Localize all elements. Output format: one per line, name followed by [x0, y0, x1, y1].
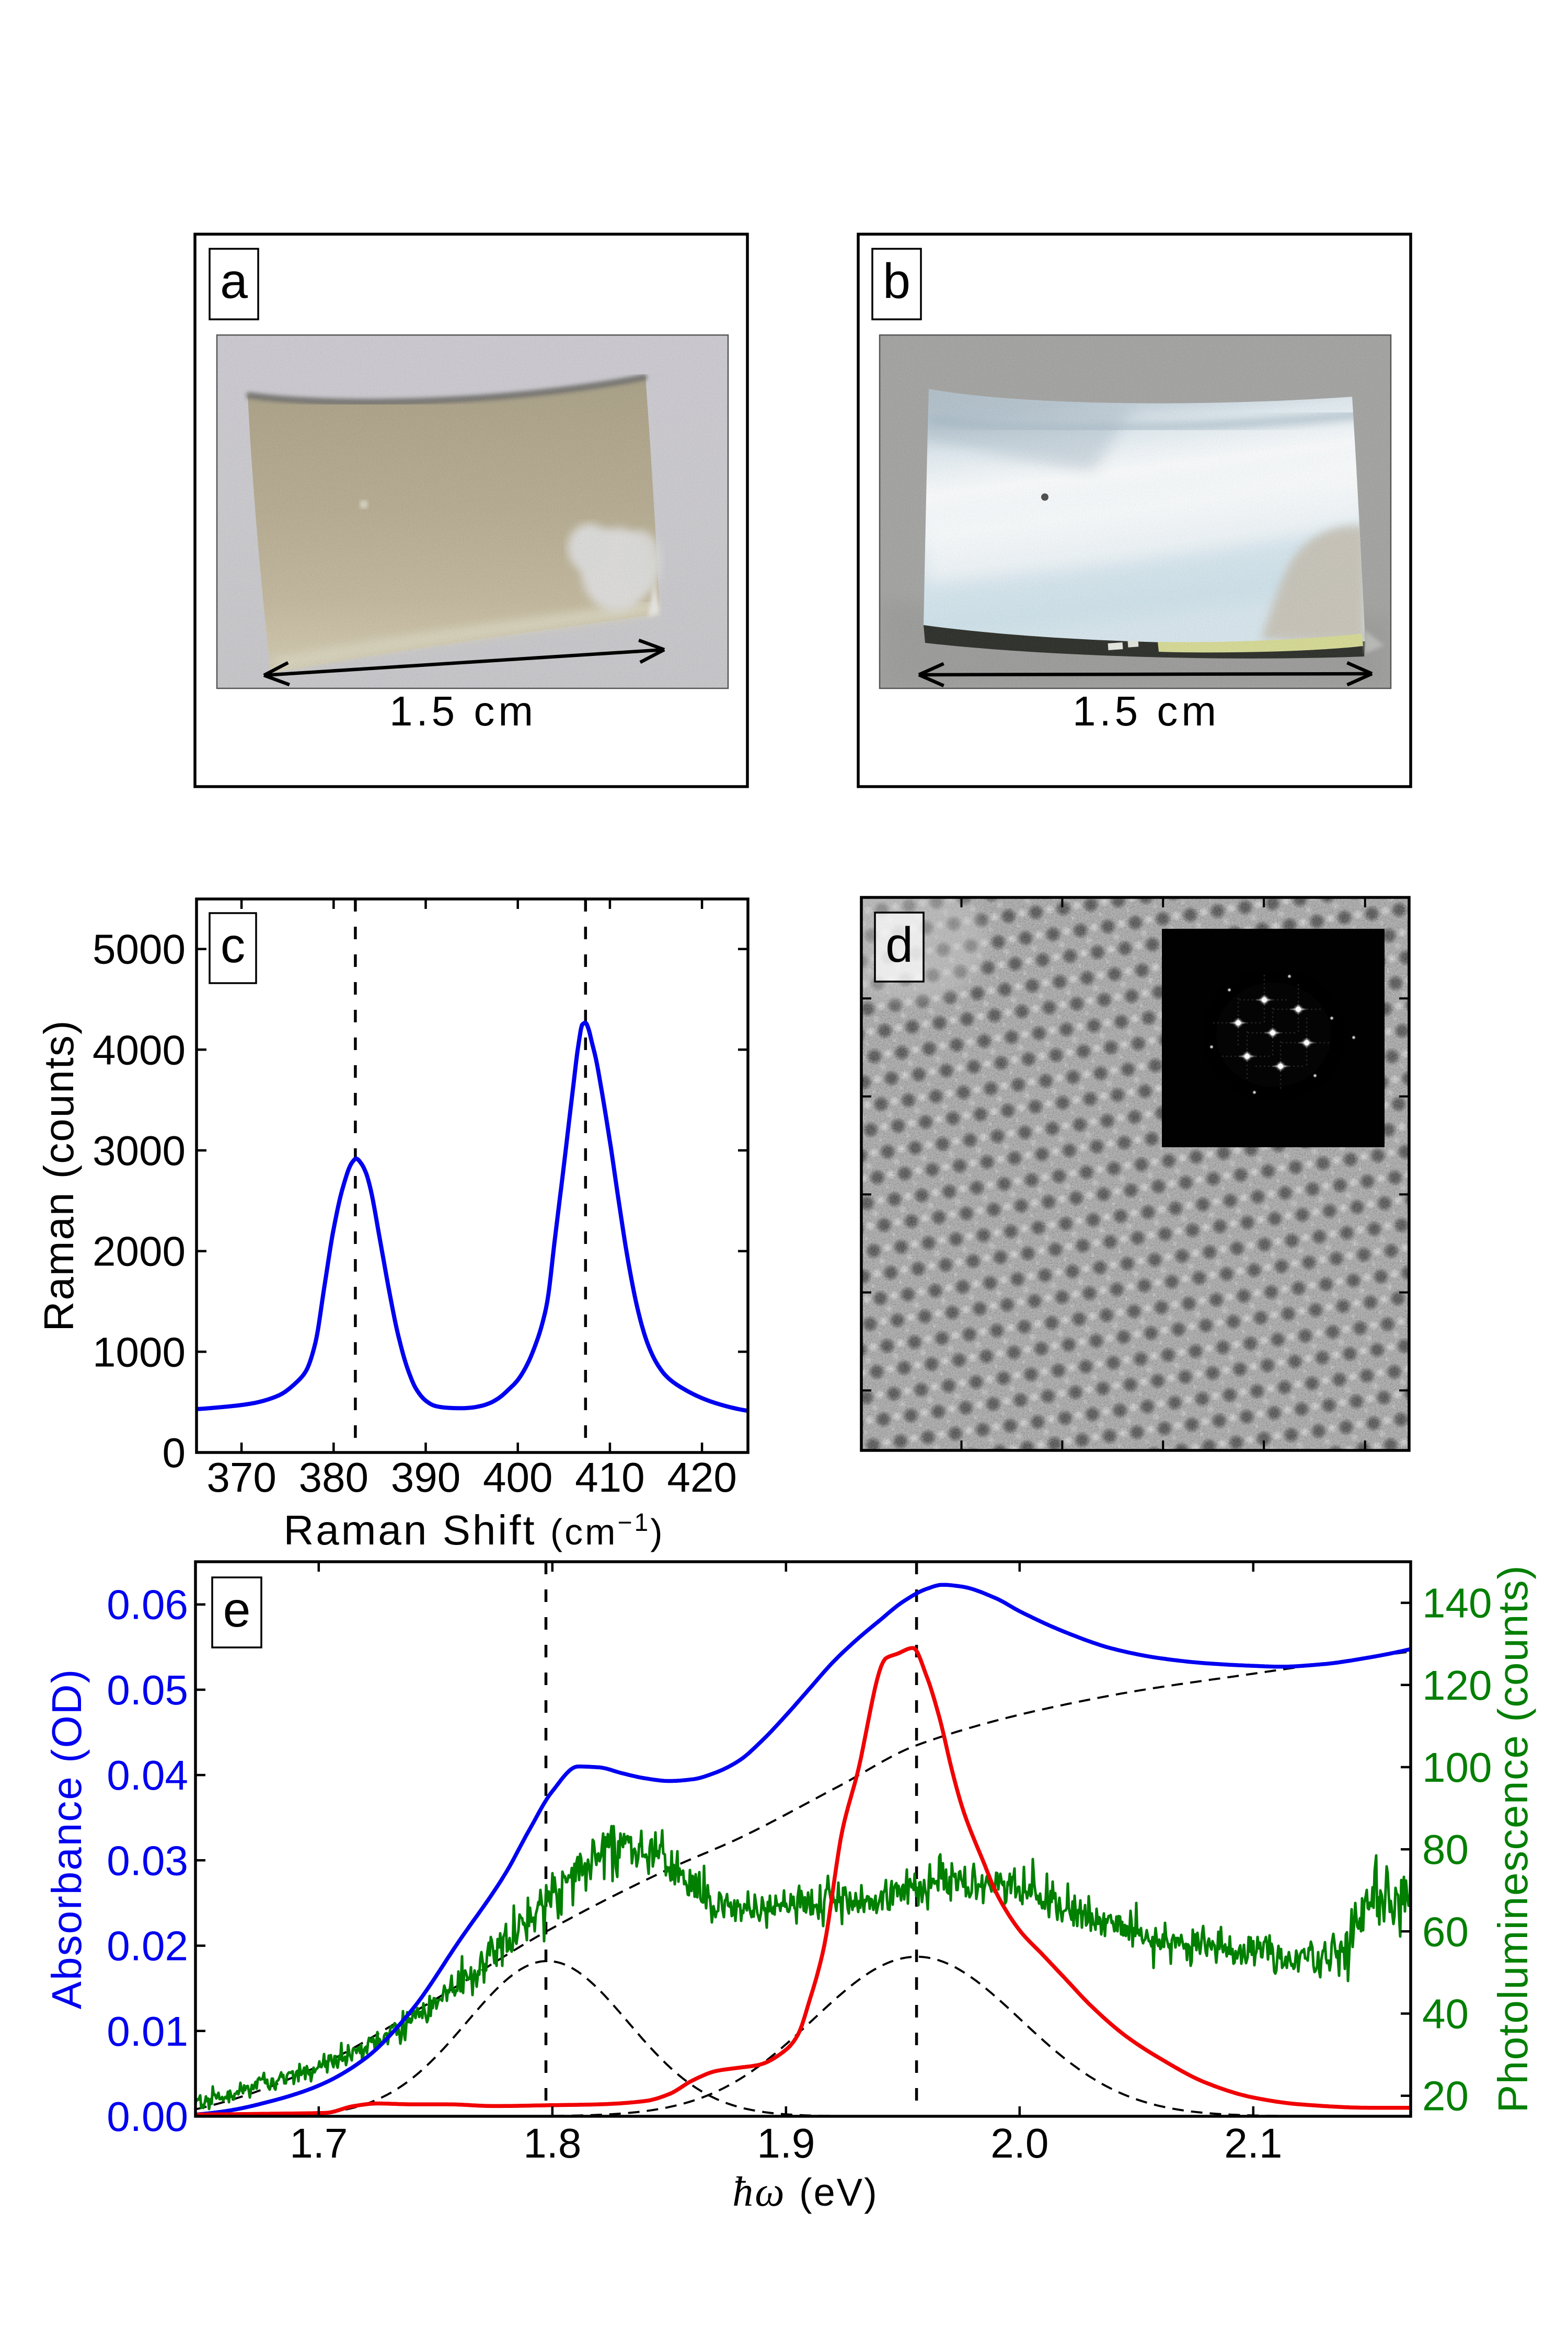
svg-text:0.01: 0.01	[107, 2008, 188, 2055]
svg-text:380: 380	[299, 1454, 368, 1501]
svg-text:0: 0	[163, 1429, 186, 1476]
svg-text:b: b	[883, 253, 910, 309]
svg-text:Raman Shift (cm−1): Raman Shift (cm−1)	[283, 1507, 664, 1553]
svg-text:0.02: 0.02	[107, 1923, 188, 1969]
svg-text:1.7: 1.7	[290, 2120, 348, 2166]
svg-text:0.05: 0.05	[107, 1667, 188, 1713]
svg-text:Absorbance (OD): Absorbance (OD)	[43, 1668, 90, 2009]
svg-text:410: 410	[575, 1454, 644, 1501]
svg-text:420: 420	[667, 1454, 736, 1501]
svg-text:0.06: 0.06	[107, 1582, 188, 1628]
svg-text:3000: 3000	[93, 1127, 186, 1174]
svg-text:400: 400	[483, 1454, 552, 1501]
svg-text:1.5 cm: 1.5 cm	[389, 688, 537, 734]
svg-text:140: 140	[1422, 1580, 1492, 1627]
svg-text:Raman (counts): Raman (counts)	[36, 1019, 82, 1331]
svg-text:2.0: 2.0	[990, 2120, 1048, 2166]
svg-text:5000: 5000	[93, 926, 186, 973]
svg-text:e: e	[223, 1582, 251, 1638]
svg-text:370: 370	[206, 1454, 276, 1501]
svg-text:20: 20	[1422, 2073, 1469, 2119]
svg-text:0.03: 0.03	[107, 1837, 188, 1884]
svg-text:c: c	[221, 918, 246, 973]
svg-text:2000: 2000	[93, 1228, 186, 1275]
svg-text:1.8: 1.8	[523, 2120, 581, 2166]
svg-text:100: 100	[1422, 1744, 1492, 1791]
svg-text:80: 80	[1422, 1826, 1469, 1873]
svg-text:1000: 1000	[93, 1329, 186, 1375]
svg-text:1.9: 1.9	[757, 2120, 815, 2166]
svg-text:Photoluminescence (counts): Photoluminescence (counts)	[1490, 1565, 1536, 2113]
svg-text:390: 390	[391, 1454, 460, 1501]
svg-text:d: d	[885, 917, 913, 973]
svg-text:60: 60	[1422, 1908, 1469, 1955]
svg-text:ħω (eV): ħω (eV)	[732, 2168, 879, 2215]
svg-text:40: 40	[1422, 1991, 1469, 2037]
svg-text:1.5 cm: 1.5 cm	[1073, 688, 1220, 734]
svg-text:0.04: 0.04	[107, 1752, 188, 1798]
svg-text:2.1: 2.1	[1224, 2120, 1282, 2166]
svg-text:120: 120	[1422, 1662, 1492, 1709]
svg-text:a: a	[220, 253, 248, 309]
svg-text:0.00: 0.00	[107, 2093, 188, 2140]
svg-text:4000: 4000	[93, 1027, 186, 1073]
